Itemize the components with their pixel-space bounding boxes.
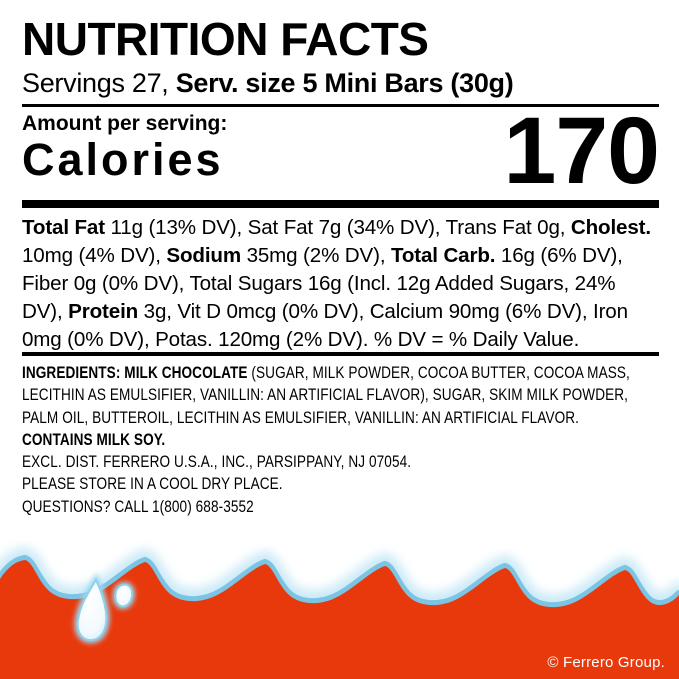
calories-value: 170: [503, 98, 660, 204]
divider-thick: [22, 200, 659, 208]
page-title: NUTRITION FACTS: [22, 13, 429, 65]
brand-wave-footer: © Ferrero Group.: [0, 539, 679, 679]
nutrient-facts-paragraph: Total Fat 11g (13% DV), Sat Fat 7g (34% …: [22, 216, 651, 351]
milk-droplet-large: [74, 572, 110, 644]
milk-droplet-small: [112, 581, 136, 610]
copyright-text: © Ferrero Group.: [547, 654, 665, 671]
divider-medium: [22, 352, 659, 356]
milk-wave-graphic: [0, 546, 679, 679]
divider-thin: [22, 104, 659, 107]
ingredients-and-contact-block: INGREDIENTS: MILK CHOCOLATE (SUGAR, MILK…: [22, 363, 630, 516]
calories-label: Calories: [22, 134, 224, 185]
wave-orange-fill: [0, 560, 679, 679]
amount-per-serving-heading: Amount per serving:: [22, 112, 228, 135]
serving-info-line: Servings 27, Serv. size 5 Mini Bars (30g…: [22, 68, 514, 98]
